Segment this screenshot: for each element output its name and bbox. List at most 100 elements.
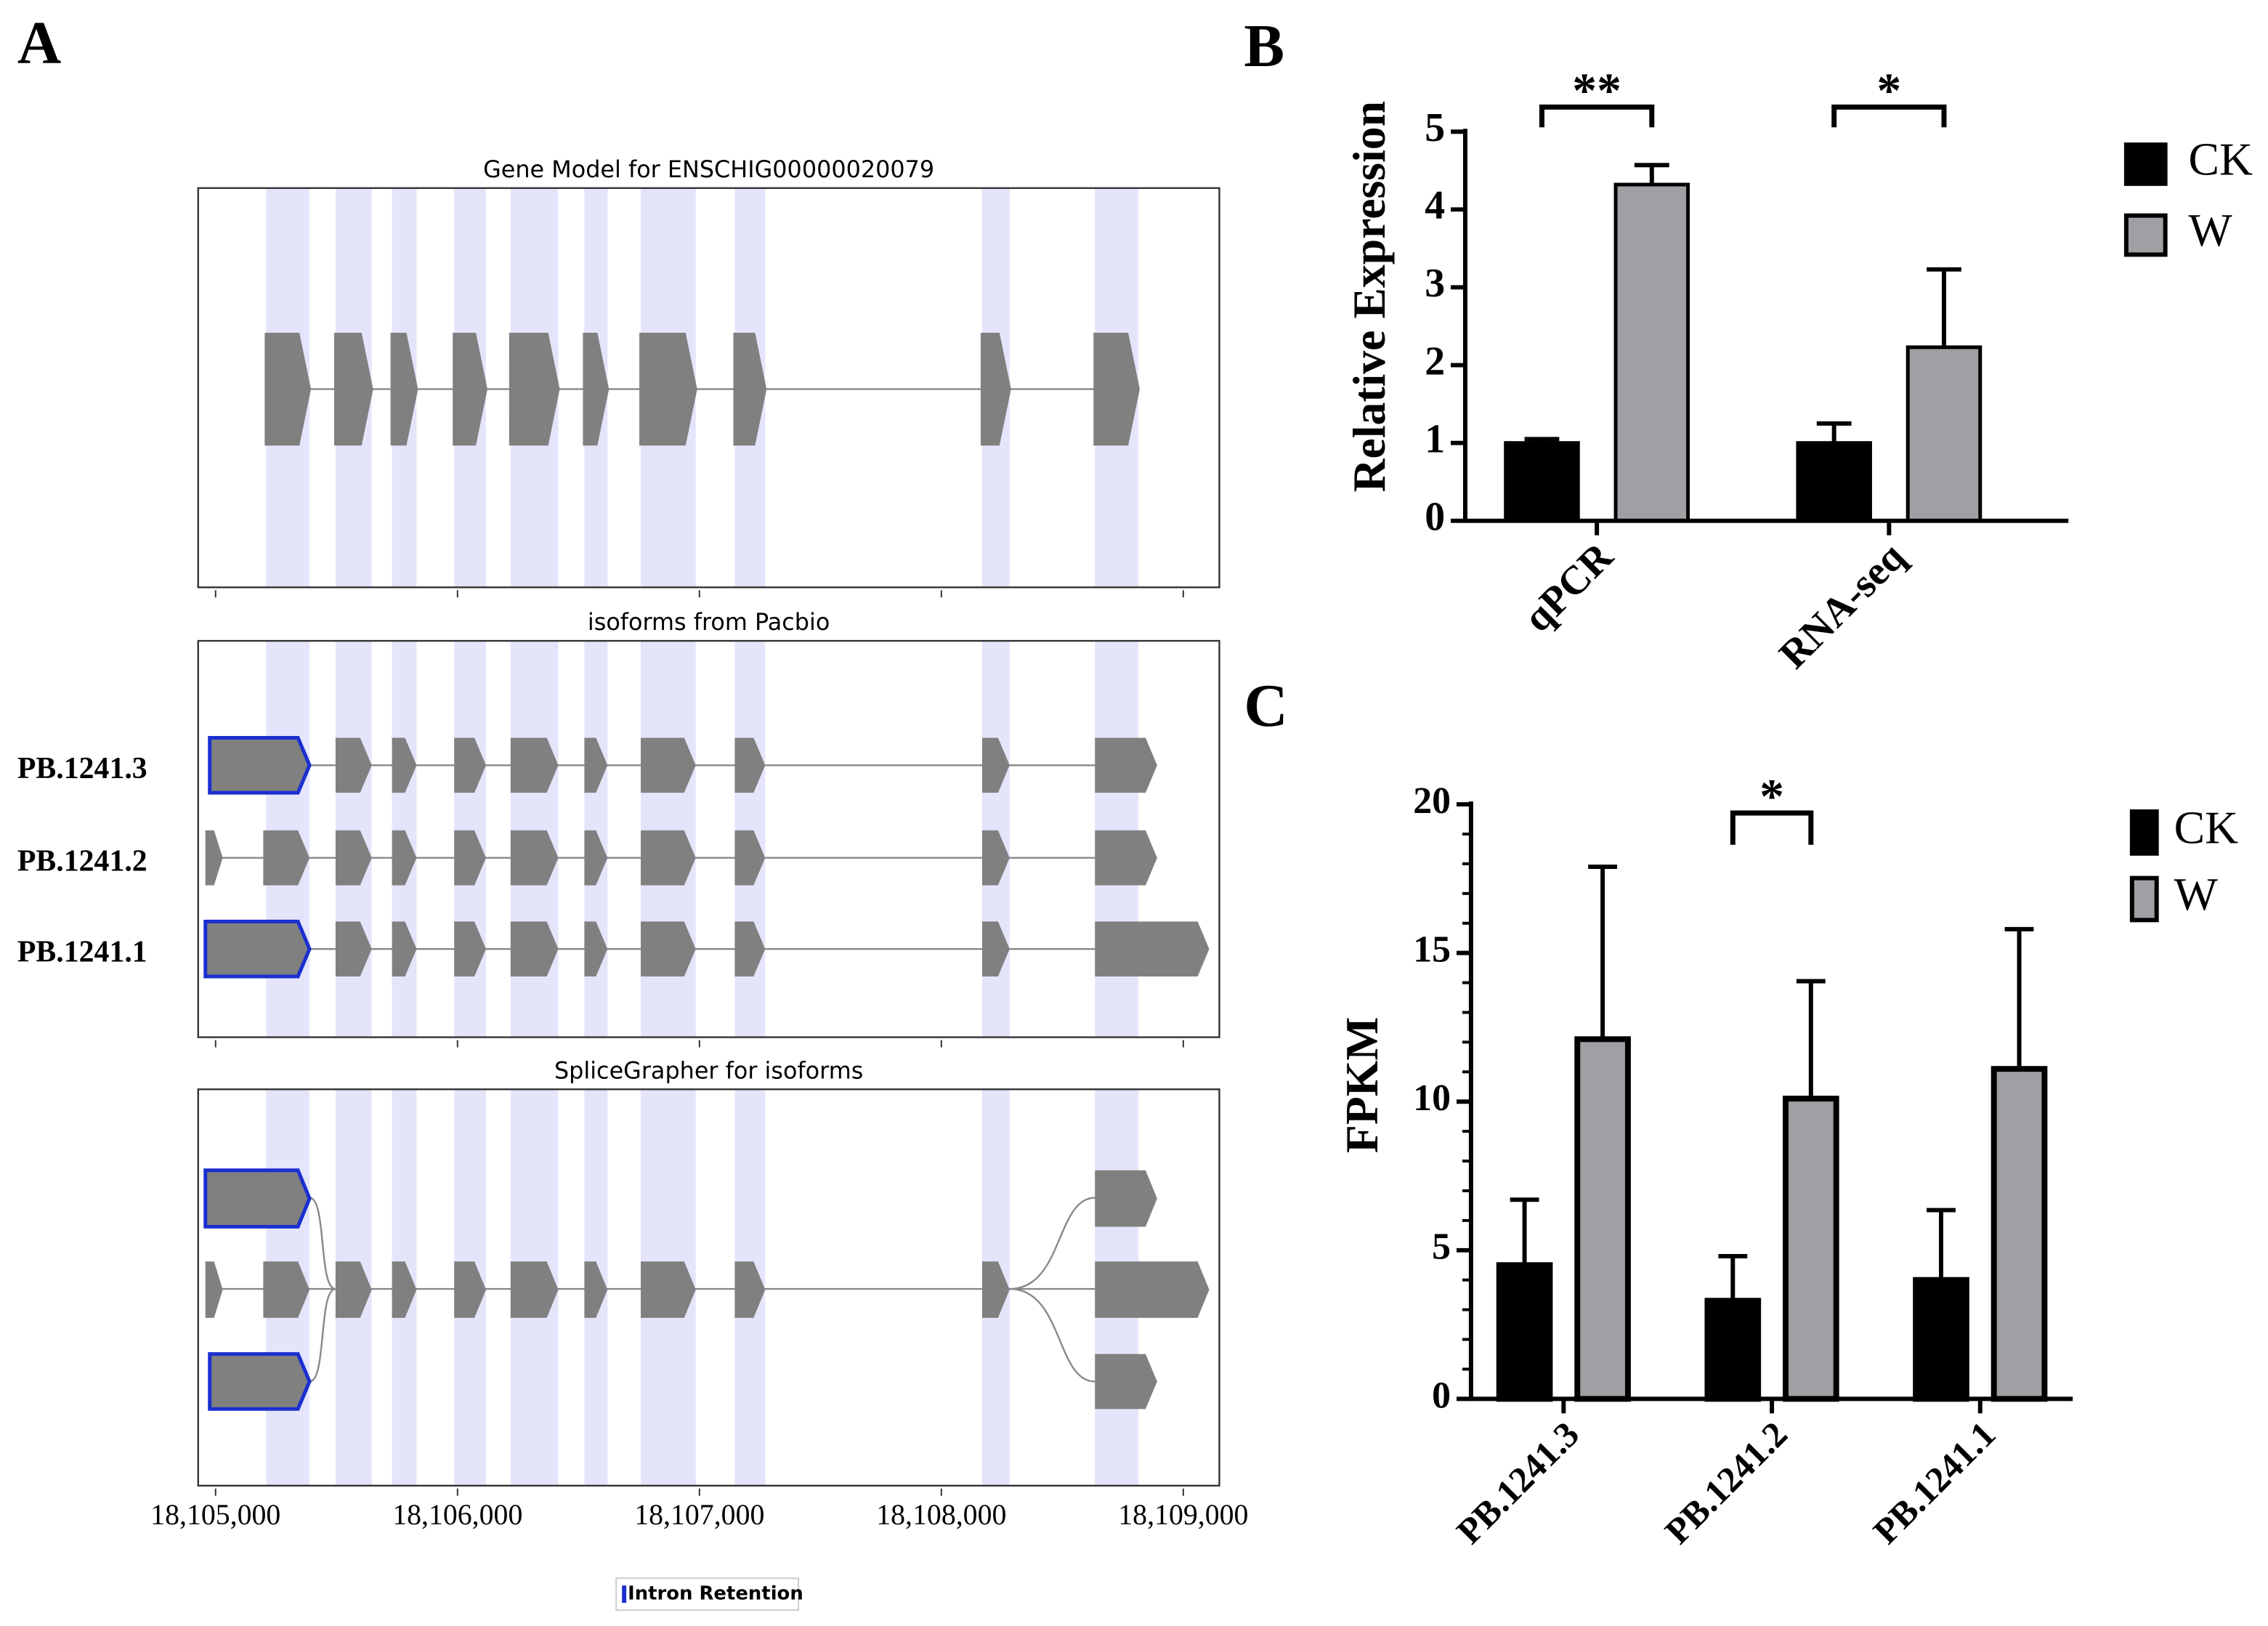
exon (454, 737, 486, 793)
legend-swatch (2129, 875, 2159, 923)
exon (335, 830, 372, 886)
exon (981, 830, 1010, 886)
y-tick-label: 10 (1413, 1077, 1451, 1119)
exon (510, 921, 559, 976)
track-box (197, 187, 1220, 588)
x-tick-label: 18,107,000 (634, 1499, 764, 1531)
y-tick-label: 2 (1425, 339, 1445, 384)
significance-label: * (1876, 63, 1901, 118)
bar (1990, 1066, 2048, 1402)
significance-bracket (1831, 104, 1947, 128)
x-tick-label: 18,106,000 (392, 1499, 522, 1531)
y-tick-label: 0 (1432, 1375, 1451, 1416)
exon (1095, 1261, 1210, 1318)
exon (734, 921, 766, 976)
exon (263, 1261, 310, 1318)
retained-exon (208, 735, 312, 795)
y-tick-label: 5 (1425, 105, 1445, 150)
retained-exon (203, 919, 312, 979)
retained-exon (208, 1352, 312, 1411)
exon (584, 737, 608, 793)
x-tick-label: PB.1241.1 (1866, 1414, 2003, 1551)
legend-label: W (2174, 868, 2218, 920)
exon (510, 1261, 559, 1318)
exon (641, 921, 696, 976)
exon (390, 332, 418, 446)
legend-label: Intron Retention (628, 1583, 803, 1605)
legend-label: CK (2174, 802, 2239, 854)
y-tick-label: 3 (1425, 261, 1445, 306)
exon (1095, 737, 1157, 793)
exon (734, 830, 766, 886)
bar (1796, 441, 1872, 523)
exon (584, 921, 608, 976)
exon (510, 830, 559, 886)
x-tick-label: 18,105,000 (150, 1499, 280, 1531)
exon (639, 332, 697, 446)
exon (335, 737, 372, 793)
x-tick-label: PB.1241.3 (1449, 1414, 1587, 1551)
exon (509, 332, 560, 446)
exon (981, 921, 1010, 976)
splice-edge (309, 1197, 1095, 1383)
y-tick-label: 5 (1432, 1226, 1451, 1268)
exon (510, 737, 559, 793)
significance-label: * (1759, 769, 1784, 824)
exon (641, 737, 696, 793)
exon (583, 332, 609, 446)
exon (392, 921, 417, 976)
exon (454, 1261, 486, 1318)
y-tick-label: 1 (1425, 416, 1445, 461)
exon (1095, 921, 1210, 976)
y-tick-label: 4 (1425, 183, 1445, 228)
isoform-label: PB.1241.1 (17, 936, 147, 969)
legend-box (615, 1577, 800, 1611)
isoform-label: PB.1241.3 (17, 752, 147, 785)
y-tick-label: 20 (1413, 780, 1451, 822)
bar (1704, 1298, 1762, 1402)
exon (333, 332, 373, 446)
x-tick-label: RNA-seq (1770, 534, 1913, 677)
exon (980, 332, 1011, 446)
legend-label: W (2188, 204, 2232, 256)
exon (981, 737, 1010, 793)
legend-swatch (622, 1585, 627, 1603)
exon (641, 830, 696, 886)
track-title: SpliceGrapher for isoforms (554, 1056, 863, 1084)
panel-letter: C (1244, 672, 1287, 740)
panel-letter: A (17, 9, 61, 77)
exon (392, 830, 417, 886)
bar (1504, 441, 1580, 523)
x-tick-label: qPCR (1515, 533, 1622, 640)
exon (1093, 332, 1140, 446)
exon (454, 830, 486, 886)
legend-label: CK (2188, 134, 2253, 185)
isoform-label: PB.1241.2 (17, 844, 147, 878)
significance-bracket (1539, 104, 1655, 128)
exon (584, 1261, 608, 1318)
bar (1782, 1096, 1839, 1402)
retained-exon (203, 1168, 312, 1229)
bar (1574, 1036, 1631, 1402)
exon (454, 921, 486, 976)
significance-label: ** (1572, 63, 1621, 118)
exon (335, 1261, 372, 1318)
exon (205, 830, 223, 886)
bar (1496, 1262, 1553, 1402)
exon (734, 737, 766, 793)
exon (1095, 830, 1157, 886)
y-tick-label: 0 (1425, 495, 1445, 540)
exon (453, 332, 487, 446)
exon (981, 1261, 1010, 1318)
y-axis-label: Relative Expression (1343, 101, 1395, 493)
bar (1905, 345, 1983, 523)
y-tick-label: 15 (1413, 929, 1451, 971)
exon (264, 332, 312, 446)
track-box (197, 1088, 1220, 1487)
track-box (197, 639, 1220, 1038)
bar (1613, 182, 1690, 523)
exon (392, 737, 417, 793)
exon (205, 1261, 223, 1318)
